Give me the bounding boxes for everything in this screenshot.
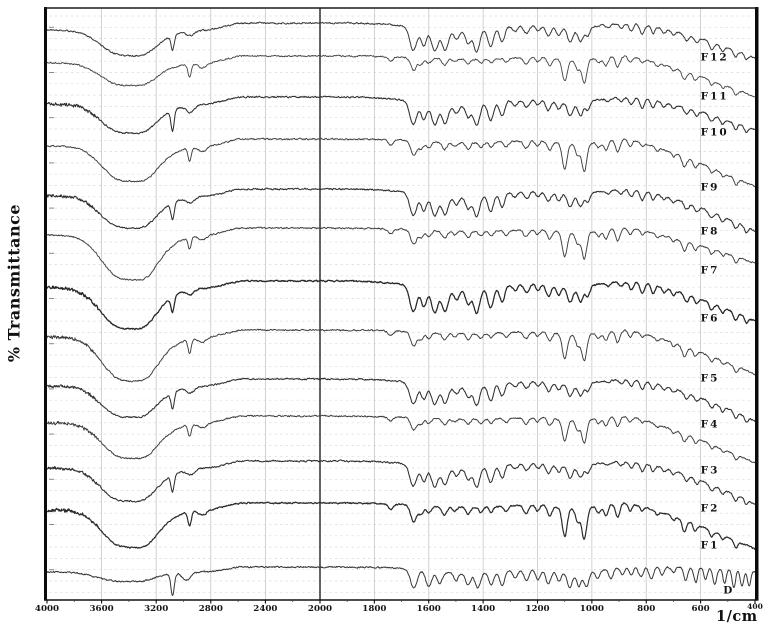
spectrum-F6-label: F6 — [701, 313, 720, 325]
spectrum-F11-label: F11 — [701, 91, 729, 103]
right-border — [755, 7, 759, 600]
spectrum-F4-trace — [46, 377, 756, 423]
x-tick-label-1400: 1400 — [471, 604, 495, 614]
spectrum-F4-label: F4 — [701, 419, 720, 431]
x-tick-label-1000: 1000 — [580, 604, 604, 614]
spectrum-D-label: D — [723, 585, 734, 597]
x-tick-label-400: 400 — [747, 602, 763, 611]
x-axis-title: 1/cm — [716, 608, 758, 625]
spectrum-F1-trace — [46, 501, 756, 551]
spectrum-F7-trace — [46, 226, 756, 281]
spectrum-F2-label: F2 — [701, 503, 720, 515]
spectrum-F12-trace — [46, 21, 756, 61]
spectrum-F8-label: F8 — [701, 226, 720, 238]
spectrum-F7-label: F7 — [701, 265, 720, 277]
x-tick-label-1200: 1200 — [525, 604, 549, 614]
x-tick-label-2400: 2400 — [253, 604, 277, 614]
spectrum-F10-trace — [46, 95, 756, 135]
spectrum-F1-label: F1 — [701, 540, 720, 552]
spectrum-F2-trace — [46, 459, 756, 505]
x-tick-label-3200: 3200 — [144, 604, 168, 614]
x-tick-label-800: 800 — [637, 604, 655, 614]
y-axis-title: % Transmittance — [4, 203, 24, 363]
spectrum-D-trace — [46, 565, 756, 596]
spectrum-F5-trace — [46, 328, 756, 383]
spectrum-F3-trace — [46, 414, 756, 464]
x-tick-label-4000: 4000 — [35, 604, 59, 614]
spectrum-F12-label: F12 — [701, 52, 729, 64]
spectrum-F3-label: F3 — [701, 465, 720, 477]
spectrum-F8-trace — [46, 187, 756, 234]
y-axis-line — [44, 7, 47, 600]
spectrum-F11-trace — [46, 54, 756, 98]
x-tick-label-2800: 2800 — [199, 604, 223, 614]
x-tick-label-2000: 2000 — [308, 604, 332, 614]
spectrum-F9-trace — [46, 137, 756, 188]
spectrum-F5-label: F5 — [701, 373, 720, 385]
x-tick-label-3600: 3600 — [90, 604, 114, 614]
spectrum-F10-label: F10 — [701, 127, 729, 139]
x-tick-label-600: 600 — [692, 604, 710, 614]
spectrum-F9-label: F9 — [701, 182, 720, 194]
x-tick-label-1800: 1800 — [362, 604, 386, 614]
x-tick-label-1600: 1600 — [417, 604, 441, 614]
spectrum-F6-trace — [46, 279, 756, 331]
